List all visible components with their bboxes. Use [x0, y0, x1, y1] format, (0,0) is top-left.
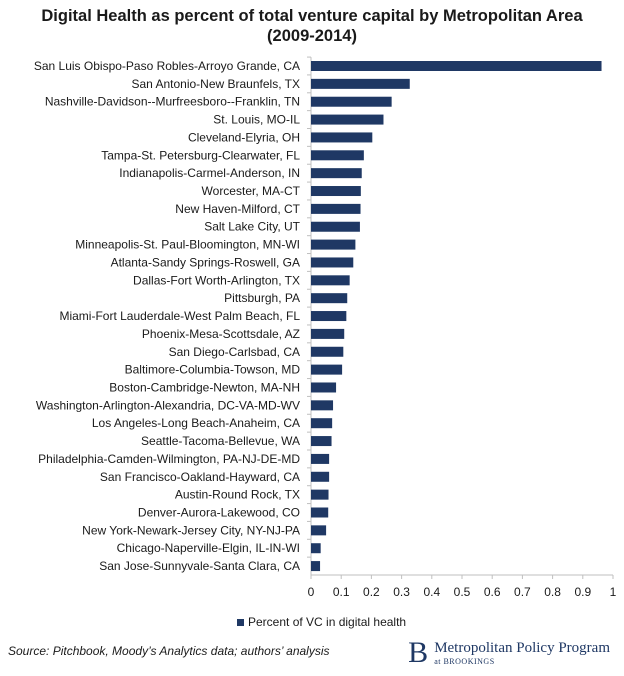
x-tick-label: 1: [610, 585, 617, 599]
chart-title: Digital Health as percent of total ventu…: [0, 6, 624, 46]
bar: [311, 364, 343, 375]
category-label: Salt Lake City, UT: [204, 220, 300, 234]
category-label: San Jose-Sunnyvale-Santa Clara, CA: [99, 559, 300, 573]
bar: [311, 203, 361, 214]
category-label: San Luis Obispo-Paso Robles-Arroyo Grand…: [34, 59, 300, 73]
x-tick-label: 0.8: [544, 585, 561, 599]
source-note: Source: Pitchbook, Moody’s Analytics dat…: [8, 644, 330, 658]
bar: [311, 239, 356, 250]
bar: [311, 78, 410, 89]
category-label: Baltimore-Columbia-Towson, MD: [125, 363, 301, 377]
bar: [311, 346, 344, 357]
category-label: Worcester, MA-CT: [202, 184, 301, 198]
chart-title-line1: Digital Health as percent of total ventu…: [41, 7, 583, 25]
brand-subtitle: at BROOKINGS: [434, 656, 495, 666]
x-tick-label: 0.2: [363, 585, 380, 599]
bar: [311, 275, 350, 286]
x-tick-label: 0.3: [393, 585, 410, 599]
category-label: Washington-Arlington-Alexandria, DC-VA-M…: [36, 398, 300, 412]
bar: [311, 418, 333, 429]
category-label: San Antonio-New Braunfels, TX: [131, 77, 300, 91]
category-label: Denver-Aurora-Lakewood, CO: [138, 506, 300, 520]
bar: [311, 293, 348, 304]
x-tick-label: 0.7: [514, 585, 531, 599]
x-tick-label: 0.1: [333, 585, 350, 599]
bar: [311, 382, 337, 393]
bar: [311, 150, 364, 161]
x-tick-label: 0.4: [423, 585, 440, 599]
category-label: Indianapolis-Carmel-Anderson, IN: [119, 166, 300, 180]
bar: [311, 561, 321, 572]
category-label: Los Angeles-Long Beach-Anaheim, CA: [92, 416, 300, 430]
bar: [311, 186, 361, 197]
bar: [311, 257, 354, 268]
category-label: Phoenix-Mesa-Scottsdale, AZ: [142, 327, 300, 341]
bar: [311, 132, 373, 143]
category-label: Nashville-Davidson--Murfreesboro--Frankl…: [45, 95, 300, 109]
category-label: Boston-Cambridge-Newton, MA-NH: [109, 380, 300, 394]
category-label: Cleveland-Elyria, OH: [188, 130, 300, 144]
x-tick-label: 0.6: [484, 585, 501, 599]
brookings-logo: B Metropolitan Policy Program at BROOKIN…: [408, 638, 610, 668]
category-label: Pittsburgh, PA: [224, 291, 300, 305]
x-tick-label: 0: [308, 585, 315, 599]
bar: [311, 507, 329, 518]
bar: [311, 525, 327, 536]
category-label: Philadelphia-Camden-Wilmington, PA-NJ-DE…: [38, 452, 300, 466]
legend-swatch: [237, 619, 244, 627]
category-label: Seattle-Tacoma-Bellevue, WA: [141, 434, 300, 448]
bar: [311, 453, 330, 464]
bar: [311, 96, 392, 107]
bar: [311, 221, 360, 232]
x-tick-label: 0.9: [574, 585, 591, 599]
bar-chart: San Luis Obispo-Paso Robles-Arroyo Grand…: [34, 56, 617, 629]
category-label: Atlanta-Sandy Springs-Roswell, GA: [111, 255, 300, 269]
category-label: New York-Newark-Jersey City, NY-NJ-PA: [82, 523, 300, 537]
x-tick-label: 0.5: [454, 585, 471, 599]
category-label: San Francisco-Oakland-Hayward, CA: [100, 470, 300, 484]
category-label: Miami-Fort Lauderdale-West Palm Beach, F…: [59, 309, 300, 323]
category-label: Minneapolis-St. Paul-Bloomington, MN-WI: [75, 238, 300, 252]
category-label: St. Louis, MO-IL: [213, 113, 300, 127]
bar: [311, 471, 330, 482]
bar: [311, 436, 332, 447]
brand-name: Metropolitan Policy Program: [434, 639, 610, 656]
bar: [311, 114, 384, 125]
category-label: San Diego-Carlsbad, CA: [169, 345, 300, 359]
bar: [311, 543, 321, 554]
bar: [311, 328, 345, 339]
bar: [311, 61, 602, 71]
category-label: Chicago-Naperville-Elgin, IL-IN-WI: [117, 541, 300, 555]
bar: [311, 400, 334, 411]
category-label: Dallas-Fort Worth-Arlington, TX: [133, 273, 300, 287]
chart-title-line2: (2009-2014): [267, 27, 357, 45]
brookings-b-icon: B: [408, 636, 429, 669]
bar: [311, 168, 362, 179]
category-label: Austin-Round Rock, TX: [175, 488, 300, 502]
legend-label: Percent of VC in digital health: [248, 615, 406, 629]
bar: [311, 311, 347, 322]
bar: [311, 489, 329, 500]
category-label: New Haven-Milford, CT: [175, 202, 300, 216]
category-label: Tampa-St. Petersburg-Clearwater, FL: [101, 148, 300, 162]
